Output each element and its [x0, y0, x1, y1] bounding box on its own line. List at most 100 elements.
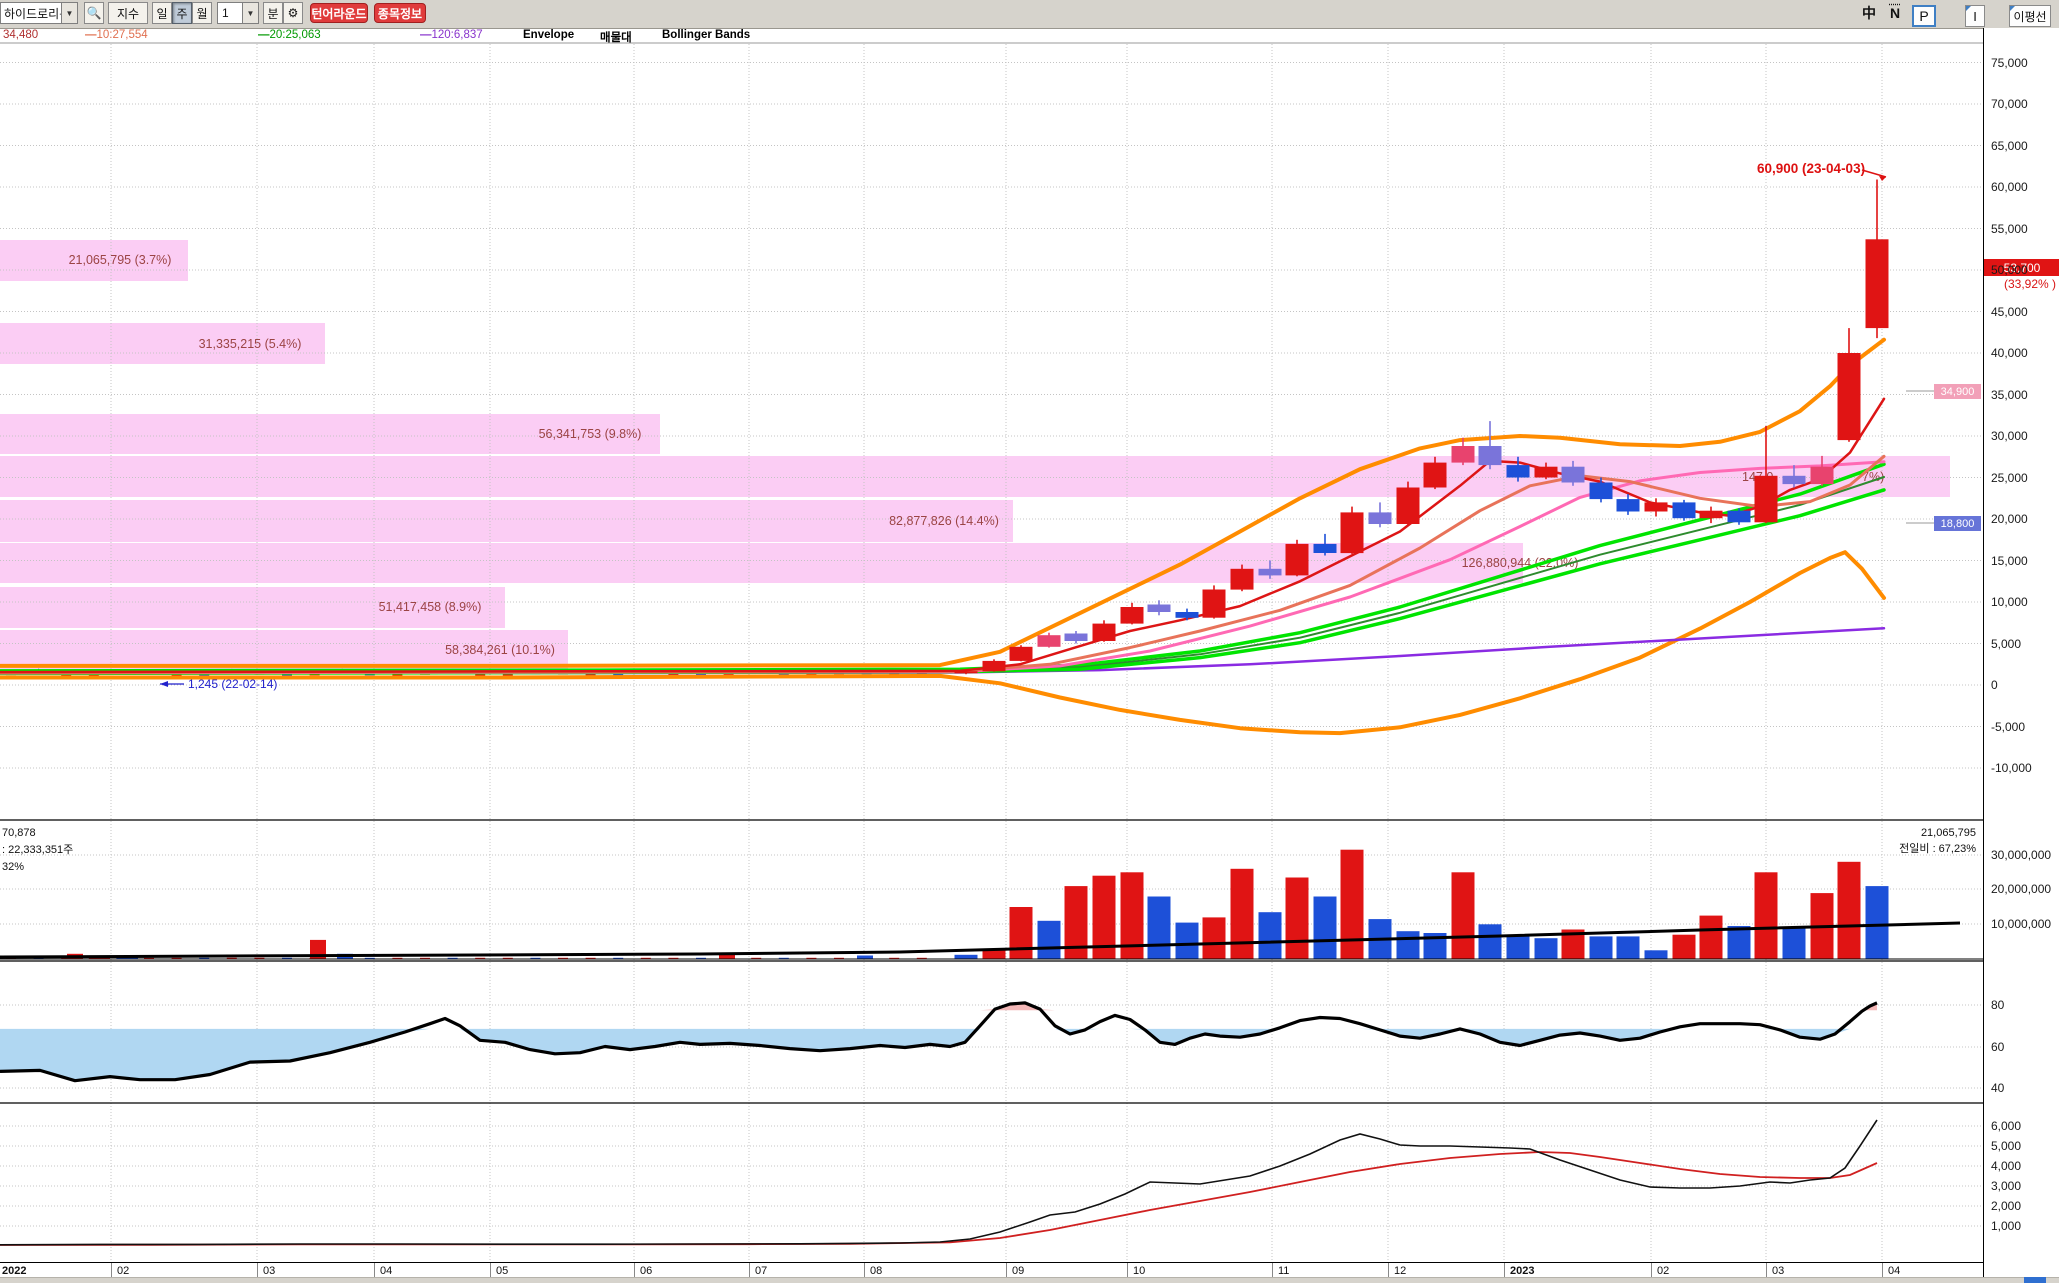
price-tick-label: 10,000 [1991, 595, 2028, 609]
i-pattern-label: I [1973, 8, 1977, 24]
legend-item: —120:6,837 [420, 29, 483, 41]
bollinger-lower [0, 550, 1886, 736]
candlesticks [954, 179, 1889, 675]
legend-indicator: Envelope [523, 29, 575, 41]
interval-select[interactable]: 1 ▼ [217, 2, 259, 24]
indicator4-black-line [0, 1119, 1878, 1246]
price-tick-label: 30,000 [1991, 429, 2028, 443]
date-label: 10 [1133, 1265, 1146, 1277]
date-label: 04 [1888, 1265, 1901, 1277]
n-pattern-button[interactable]: N [1884, 2, 1906, 24]
date-label: 03 [1772, 1265, 1785, 1277]
price-tick-label: 35,000 [1991, 387, 2028, 402]
indicator-tick-label: 6,000 [1991, 1119, 2022, 1133]
volume-tick-label: 20,000,000 [1991, 882, 2052, 896]
svg-text:21,065,795 (3.7%): 21,065,795 (3.7%) [69, 253, 172, 267]
date-label: 12 [1394, 1265, 1407, 1277]
scrollbar-thumb[interactable] [2024, 1277, 2046, 1283]
high-annotation: 60,900 (23-04-03) [1757, 161, 1865, 176]
stock-info-label: 종목정보 [377, 6, 423, 21]
date-axis[interactable]: 2022 02 03 04 05 06 07 08 09 10 11 12 2023 02 03 04 [0, 1262, 1983, 1278]
ma-toggle-label: 이평선 [2013, 9, 2047, 24]
date-label: 04 [380, 1265, 393, 1277]
search-button[interactable]: 🔍 [84, 2, 104, 24]
chevron-down-icon[interactable]: ▼ [242, 3, 258, 23]
current-change-percent: (33,92% ) [2003, 277, 2056, 291]
stock-name-select[interactable]: 하이드로리튬 ▼ [0, 2, 78, 24]
volume-tick-label: 30,000,000 [1991, 848, 2052, 862]
price-tick-label: 40,000 [1991, 346, 2028, 360]
price-tick-label: 0 [1991, 678, 1998, 692]
center-tool-button[interactable]: 中 [1858, 2, 1880, 24]
svg-text:56,341,753 (9.8%): 56,341,753 (9.8%) [539, 427, 642, 441]
search-icon: 🔍 [86, 6, 102, 20]
date-label: 07 [755, 1265, 768, 1277]
date-label: 08 [870, 1265, 883, 1277]
p-pattern-button[interactable]: P [1912, 5, 1936, 27]
date-tick [1006, 1263, 1007, 1278]
index-button[interactable]: 지수 [108, 2, 148, 24]
gridlines [0, 44, 1983, 1262]
price-tick-label: 65,000 [1991, 138, 2028, 153]
volume-bars [6, 849, 1889, 960]
date-tick [1882, 1263, 1883, 1278]
legend-indicator: 매물대 [600, 32, 632, 44]
svg-text:21,065,795: 21,065,795 [1921, 827, 1976, 839]
minute-button[interactable]: 분 [263, 2, 283, 24]
oscillator-tick-label: 60 [1991, 1040, 2005, 1054]
price-tick-label: 5,000 [1991, 636, 2022, 651]
indicator-legend: 34,480 —10:27,554 —20:25,063 —120:6,837 Enve… [0, 29, 1983, 44]
oscillator-line [0, 1001, 1878, 1083]
period-week-label: 주 [176, 6, 188, 21]
settings-button[interactable]: ⚙ [283, 2, 303, 24]
turnaround-label: 턴어라운드 [311, 6, 367, 21]
price-tick-label: 50,000 [1991, 263, 2028, 277]
price-axis[interactable]: 53,700 (33,92% ) 75,000 70,000 65,000 60,00… [1983, 28, 2059, 1283]
date-label: 09 [1012, 1265, 1025, 1277]
i-pattern-button[interactable]: I [1965, 5, 1985, 27]
ma-toggle-button[interactable]: 이평선 [2009, 5, 2051, 27]
turnaround-button[interactable]: 턴어라운드 [310, 3, 368, 23]
period-day-button[interactable]: 일 [152, 2, 172, 24]
chart-canvas[interactable]: 21,065,795 (3.7%) 31,335,215 (5.4%) 56,341… [0, 0, 1983, 1283]
svg-text:70,878: 70,878 [2, 827, 36, 839]
date-tick [1388, 1263, 1389, 1278]
volume-tick-label: 10,000,000 [1991, 917, 2052, 931]
date-tick [1272, 1263, 1273, 1278]
date-tick [1651, 1263, 1652, 1278]
chevron-down-icon[interactable]: ▼ [61, 3, 77, 23]
indicator-tick-label: 4,000 [1991, 1159, 2022, 1173]
oscillator-blue-fill [0, 1028, 1877, 1081]
period-week-button[interactable]: 주 [172, 2, 192, 24]
period-month-button[interactable]: 월 [192, 2, 212, 24]
price-tick-label: 25,000 [1991, 470, 2028, 485]
indicator-tick-label: 5,000 [1991, 1139, 2022, 1153]
price-tick-label: 15,000 [1991, 553, 2028, 568]
period-month-label: 월 [196, 6, 208, 21]
date-tick [257, 1263, 258, 1278]
price-tick-label: 20,000 [1991, 512, 2028, 526]
svg-text:7%): 7%) [1862, 470, 1884, 484]
legend-indicator: Bollinger Bands [662, 29, 751, 41]
bollinger-upper [0, 337, 1886, 668]
oscillator-tick-label: 40 [1991, 1081, 2005, 1095]
date-tick [1766, 1263, 1767, 1278]
stock-info-button[interactable]: 종목정보 [374, 3, 426, 23]
volume-profile-bands [0, 240, 1950, 670]
date-label: 03 [263, 1265, 276, 1277]
horizontal-scrollbar[interactable] [0, 1277, 2059, 1283]
date-label: 06 [640, 1265, 653, 1277]
corner-wedge-icon [2010, 6, 2015, 11]
volume-labels: 70,878: 22,333,351주 32% 21,065,795 전일비 : 67… [2, 827, 1976, 873]
indicator-tick-label: 3,000 [1991, 1179, 2022, 1193]
svg-text:51,417,458 (8.9%): 51,417,458 (8.9%) [379, 600, 482, 614]
minute-label: 분 [267, 6, 279, 21]
oscillator-red-fill [0, 1002, 1877, 1011]
indicator-tick-label: 1,000 [1991, 1219, 2022, 1233]
date-tick [1127, 1263, 1128, 1278]
center-tool-label: 中 [1862, 5, 1876, 21]
date-tick [1504, 1263, 1505, 1278]
svg-text:32%: 32% [2, 861, 24, 873]
indicator4-red-line [0, 1151, 1878, 1246]
index-label: 지수 [116, 6, 140, 21]
